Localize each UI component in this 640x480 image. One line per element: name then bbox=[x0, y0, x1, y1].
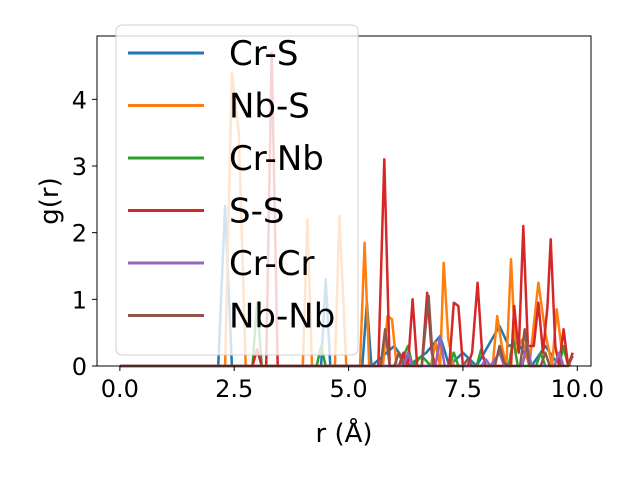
legend-box bbox=[115, 24, 359, 356]
x-tick-label: 0.0 bbox=[101, 375, 139, 403]
x-tick-label: 10.0 bbox=[551, 375, 604, 403]
legend-label-nb-s: Nb-S bbox=[229, 87, 310, 127]
y-tick-label: 0 bbox=[72, 353, 87, 381]
ticks-layer: 0.0 2.5 5.0 7.5 10.0 0 1 2 3 4 bbox=[72, 86, 604, 403]
series-line-cr-nb bbox=[119, 301, 570, 368]
legend-label-cr-nb: Cr-Nb bbox=[229, 139, 324, 179]
legend-label-cr-s: Cr-S bbox=[229, 34, 298, 74]
legend-label-nb-nb: Nb-Nb bbox=[229, 297, 335, 337]
y-tick-label: 2 bbox=[72, 220, 87, 248]
y-tick-label: 4 bbox=[72, 86, 87, 114]
legend-label-cr-cr: Cr-Cr bbox=[229, 244, 315, 284]
y-tick-label: 1 bbox=[72, 286, 87, 314]
x-tick-label: 7.5 bbox=[444, 375, 482, 403]
y-tick-label: 3 bbox=[72, 153, 87, 181]
x-tick-label: 2.5 bbox=[215, 375, 253, 403]
legend-label-s-s: S-S bbox=[229, 192, 284, 232]
x-tick-label: 5.0 bbox=[329, 375, 367, 403]
y-axis-label: g(r) bbox=[35, 177, 65, 224]
x-axis-label: r (Å) bbox=[315, 417, 372, 449]
legend: Cr-S Nb-S Cr-Nb S-S Cr-Cr Nb-Nb bbox=[115, 24, 359, 356]
